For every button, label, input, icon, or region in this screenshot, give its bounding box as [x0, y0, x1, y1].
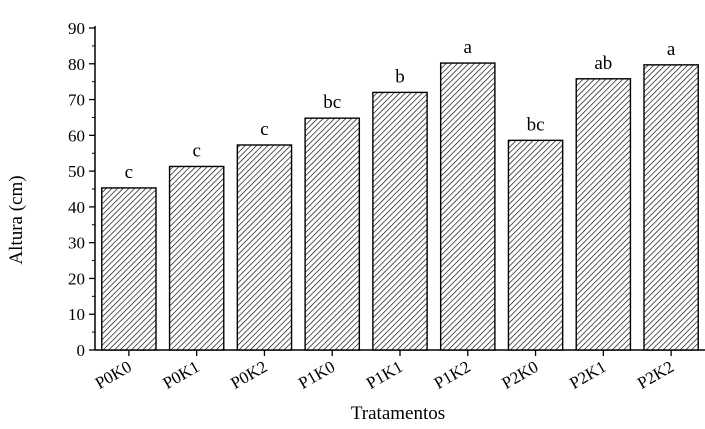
- x-tick-label: P1K2: [431, 357, 474, 393]
- bar-p0k1: [168, 165, 225, 351]
- plot-area: 0 10 20 30 40 50 60 70 80 90 c P0K0 c P0K1 c P0K2 bc P1K0…: [68, 19, 705, 393]
- bar-p1k1: [372, 91, 428, 351]
- x-tick-label: P2K0: [499, 357, 542, 393]
- bar-p2k0: [507, 139, 564, 351]
- x-tick-label: P0K2: [227, 357, 270, 393]
- y-tick-label: 20: [68, 269, 85, 288]
- letter-label: c: [192, 140, 200, 161]
- x-tick-label: P2K2: [634, 357, 677, 393]
- x-tick-label: P2K1: [566, 357, 609, 393]
- letter-label: c: [260, 119, 268, 140]
- bar-p1k2: [439, 62, 496, 351]
- bar-p1k0: [304, 117, 361, 351]
- x-tick-label: P1K0: [295, 357, 338, 393]
- y-tick-label: 60: [68, 126, 85, 145]
- letter-label: a: [464, 37, 473, 58]
- x-axis-title: Tratamentos: [351, 403, 445, 424]
- x-tick-label: P0K0: [92, 357, 135, 393]
- bar-p2k1: [575, 78, 632, 351]
- y-tick-label: 30: [68, 234, 85, 253]
- bar-p0k0: [101, 187, 157, 351]
- y-tick-label: 80: [68, 55, 85, 74]
- y-tick-label: 40: [68, 198, 85, 217]
- letter-label: bc: [527, 114, 545, 135]
- y-tick-label: 90: [68, 19, 85, 38]
- letter-label: ab: [594, 53, 612, 74]
- x-tick-label: P0K1: [160, 357, 203, 393]
- y-tick-label: 10: [68, 305, 85, 324]
- letter-label: bc: [323, 92, 341, 113]
- bar-p2k2: [643, 64, 699, 351]
- y-axis-title: Altura (cm): [6, 175, 27, 264]
- bar-p0k2: [236, 144, 293, 351]
- x-tick-label: P1K1: [363, 357, 406, 393]
- letter-label: c: [125, 162, 133, 183]
- letter-label: a: [667, 39, 676, 60]
- y-tick-label: 50: [68, 162, 85, 181]
- letter-label: b: [395, 66, 405, 87]
- y-tick-label: 0: [77, 341, 86, 360]
- y-tick-label: 70: [68, 91, 85, 110]
